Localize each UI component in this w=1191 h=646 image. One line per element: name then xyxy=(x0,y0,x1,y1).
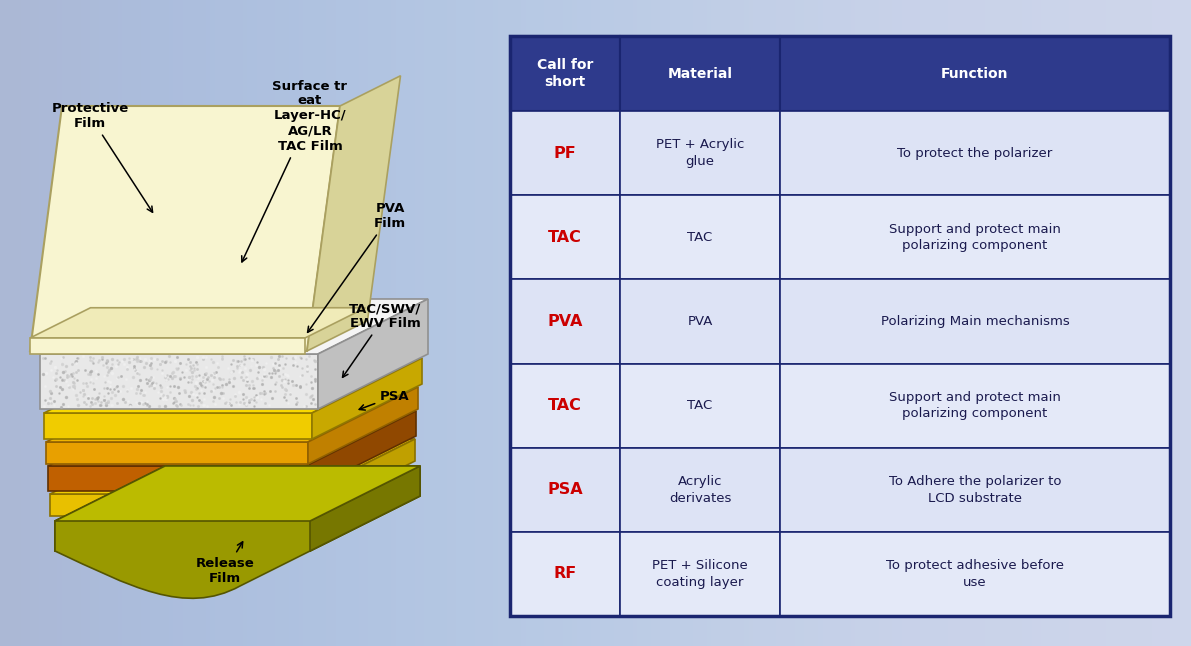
Bar xyxy=(621,448,780,532)
Bar xyxy=(510,364,621,448)
Polygon shape xyxy=(48,466,306,491)
Text: To protect adhesive before
use: To protect adhesive before use xyxy=(886,559,1064,589)
Text: TAC: TAC xyxy=(687,231,712,244)
Polygon shape xyxy=(55,466,420,521)
Bar xyxy=(510,111,621,195)
Text: PVA
Film: PVA Film xyxy=(307,202,406,332)
Bar xyxy=(780,111,1170,195)
Text: TAC/SWV/
EWV Film: TAC/SWV/ EWV Film xyxy=(343,302,422,377)
Text: PSA: PSA xyxy=(360,390,410,410)
Text: Release
Film: Release Film xyxy=(195,542,255,585)
Text: Acrylic
derivates: Acrylic derivates xyxy=(669,475,731,505)
Polygon shape xyxy=(50,439,414,494)
Bar xyxy=(510,448,621,532)
Polygon shape xyxy=(48,411,416,466)
Text: PVA: PVA xyxy=(687,315,712,328)
Polygon shape xyxy=(310,466,420,551)
Text: PET + Silicone
coating layer: PET + Silicone coating layer xyxy=(653,559,748,589)
Bar xyxy=(621,36,780,111)
Text: Support and protect main
polarizing component: Support and protect main polarizing comp… xyxy=(888,391,1061,421)
Text: To Adhere the polarizer to
LCD substrate: To Adhere the polarizer to LCD substrate xyxy=(888,475,1061,505)
Bar xyxy=(510,279,621,364)
Polygon shape xyxy=(306,411,416,491)
Text: Protective
Film: Protective Film xyxy=(51,102,152,213)
Polygon shape xyxy=(46,387,418,442)
Bar xyxy=(621,532,780,616)
Bar xyxy=(510,36,621,111)
Bar xyxy=(510,36,1170,616)
Text: PVA: PVA xyxy=(548,314,582,329)
Text: RF: RF xyxy=(554,567,576,581)
Bar xyxy=(510,532,621,616)
Text: Function: Function xyxy=(941,67,1009,81)
Text: PET + Acrylic
glue: PET + Acrylic glue xyxy=(656,138,744,168)
Bar xyxy=(621,364,780,448)
Bar xyxy=(780,195,1170,279)
Polygon shape xyxy=(55,521,310,551)
Bar xyxy=(780,448,1170,532)
Bar xyxy=(510,195,621,279)
Polygon shape xyxy=(310,466,420,551)
Bar xyxy=(780,279,1170,364)
Text: TAC: TAC xyxy=(687,399,712,412)
Polygon shape xyxy=(44,358,422,413)
Bar xyxy=(780,36,1170,111)
Text: TAC: TAC xyxy=(548,230,582,245)
Polygon shape xyxy=(307,76,400,351)
Text: Polarizing Main mechanisms: Polarizing Main mechanisms xyxy=(880,315,1070,328)
Text: PSA: PSA xyxy=(547,483,582,497)
Bar xyxy=(621,279,780,364)
Text: TAC: TAC xyxy=(548,398,582,413)
PathPatch shape xyxy=(55,466,420,598)
Polygon shape xyxy=(30,106,339,351)
Polygon shape xyxy=(308,387,418,464)
Polygon shape xyxy=(305,439,414,516)
Bar xyxy=(621,111,780,195)
Polygon shape xyxy=(46,442,308,464)
Polygon shape xyxy=(50,494,305,516)
Text: Material: Material xyxy=(667,67,732,81)
Polygon shape xyxy=(318,299,428,409)
Polygon shape xyxy=(55,466,420,521)
Text: Call for
short: Call for short xyxy=(537,58,593,89)
Polygon shape xyxy=(30,307,366,338)
Text: To protect the polarizer: To protect the polarizer xyxy=(897,147,1053,160)
Bar xyxy=(780,532,1170,616)
Polygon shape xyxy=(44,413,312,439)
Text: Surface tr
eat
Layer-HC/
AG/LR
TAC Film: Surface tr eat Layer-HC/ AG/LR TAC Film xyxy=(242,79,348,262)
Polygon shape xyxy=(312,358,422,439)
Polygon shape xyxy=(30,338,305,354)
Polygon shape xyxy=(40,299,428,354)
Text: PF: PF xyxy=(554,145,576,161)
Bar xyxy=(621,195,780,279)
Polygon shape xyxy=(55,521,310,551)
Polygon shape xyxy=(40,354,318,409)
Bar xyxy=(780,364,1170,448)
Text: Support and protect main
polarizing component: Support and protect main polarizing comp… xyxy=(888,222,1061,252)
